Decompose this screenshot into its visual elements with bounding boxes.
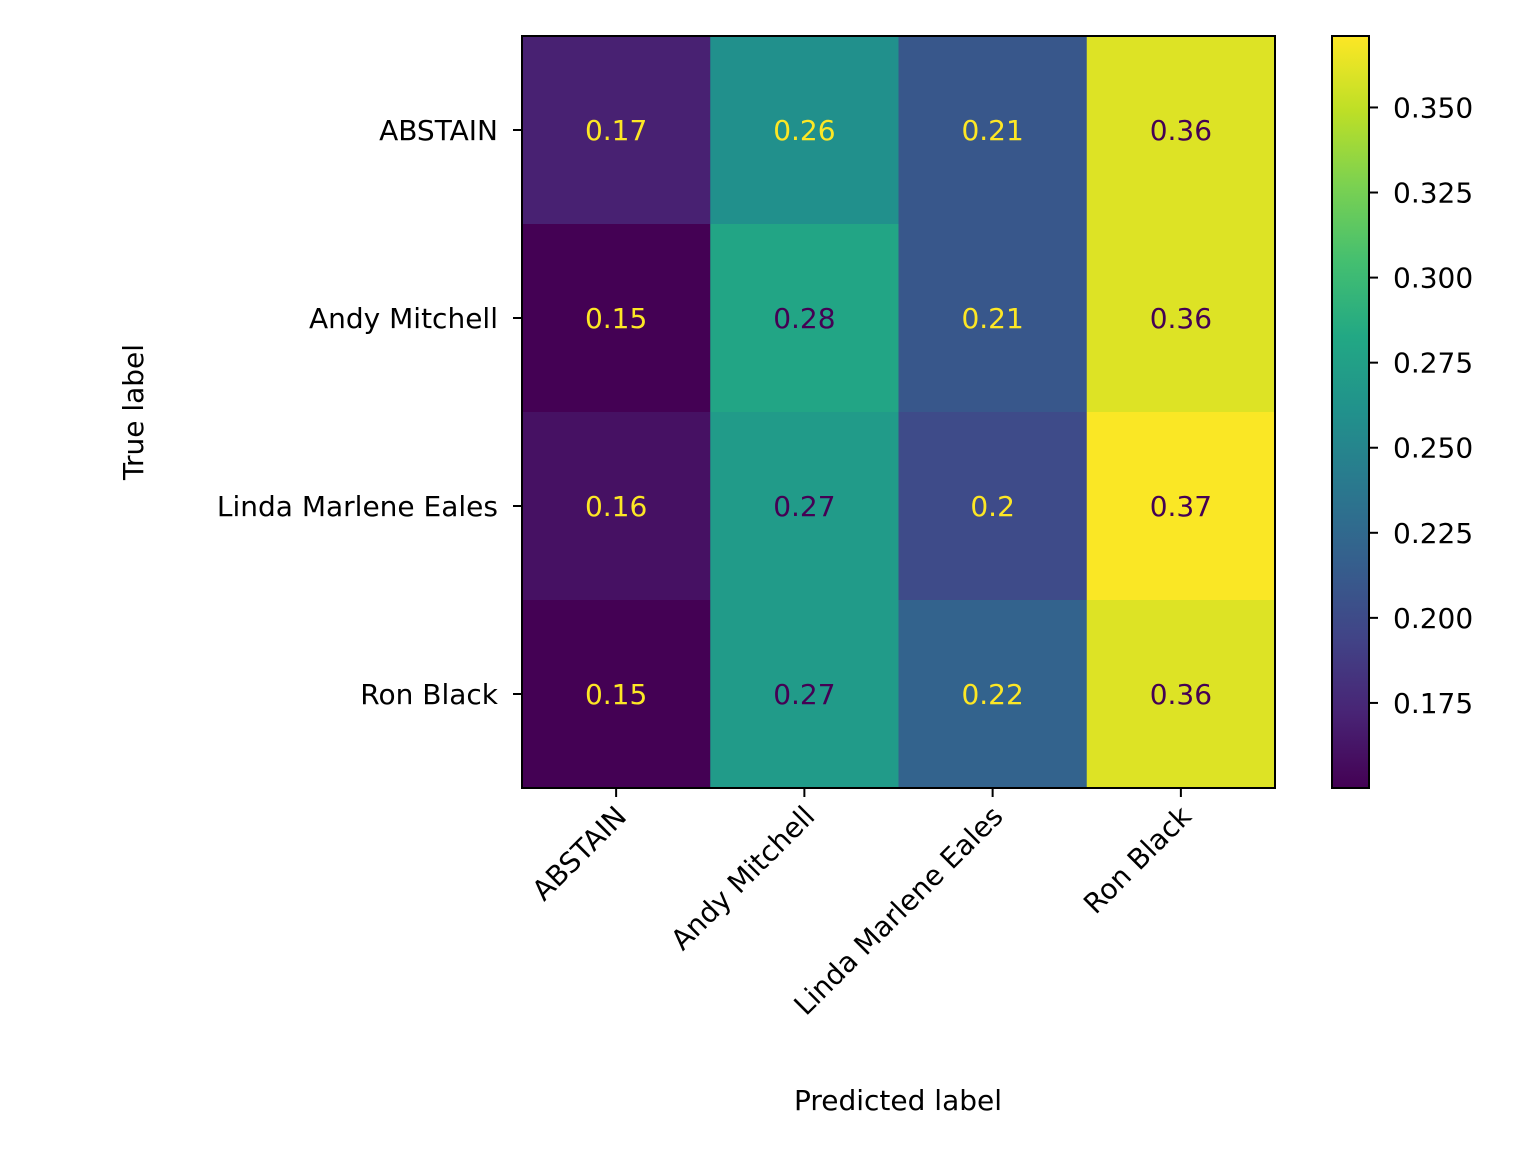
cell-value-label: 0.36 bbox=[1150, 678, 1212, 711]
cell-value-label: 0.15 bbox=[585, 678, 647, 711]
x-tick-label: Ron Black bbox=[1077, 799, 1198, 920]
cell-value-label: 0.21 bbox=[961, 114, 1023, 147]
heatmap-cell bbox=[522, 600, 711, 789]
heatmap-cell bbox=[710, 224, 899, 413]
heatmap-cell bbox=[898, 412, 1088, 601]
heatmap-cell bbox=[710, 36, 899, 225]
heatmap-cell bbox=[522, 412, 711, 601]
cell-value-label: 0.36 bbox=[1150, 114, 1212, 147]
heatmap-cell bbox=[898, 224, 1088, 413]
cell-value-label: 0.2 bbox=[970, 490, 1015, 523]
heatmap-cell bbox=[710, 600, 899, 789]
y-tick-label: Andy Mitchell bbox=[309, 302, 498, 335]
colorbar-tick-label: 0.275 bbox=[1393, 347, 1473, 380]
heatmap-frame bbox=[521, 35, 1276, 789]
colorbar-tick-label: 0.350 bbox=[1393, 91, 1473, 124]
cell-value-label: 0.26 bbox=[773, 114, 835, 147]
heatmap-cell bbox=[898, 36, 1088, 225]
cell-value-label: 0.36 bbox=[1150, 302, 1212, 335]
heatmap-cell bbox=[1086, 224, 1276, 413]
x-tick-label: Linda Marlene Eales bbox=[787, 800, 1009, 1022]
y-tick-label: ABSTAIN bbox=[379, 114, 498, 147]
y-axis-ticks: ABSTAIN Andy Mitchell Linda Marlene Eales R… bbox=[217, 114, 522, 711]
colorbar-tick-label: 0.200 bbox=[1393, 602, 1473, 635]
y-tick-label: Ron Black bbox=[360, 678, 499, 711]
heatmap-cell bbox=[522, 36, 711, 225]
heatmap-cell bbox=[1086, 36, 1276, 225]
colorbar-tick-label: 0.325 bbox=[1393, 177, 1473, 210]
colorbar-tick-label: 0.250 bbox=[1393, 432, 1473, 465]
cell-value-label: 0.16 bbox=[585, 490, 647, 523]
heatmap-cell bbox=[1086, 412, 1276, 601]
heatmap-cell bbox=[1086, 600, 1276, 789]
x-axis-title: Predicted label bbox=[794, 1084, 1002, 1117]
cell-value-label: 0.27 bbox=[773, 678, 835, 711]
heatmap-cell bbox=[522, 224, 711, 413]
cell-value-label: 0.37 bbox=[1150, 490, 1212, 523]
heatmap-cell bbox=[710, 412, 899, 601]
heatmap-cells: 0.17 0.26 0.21 0.36 0.15 0.28 0.21 0.36 0.16 0.27… bbox=[522, 36, 1276, 789]
cell-value-label: 0.22 bbox=[961, 678, 1023, 711]
cell-value-label: 0.27 bbox=[773, 490, 835, 523]
x-tick-label: ABSTAIN bbox=[526, 800, 633, 907]
colorbar-tick-label: 0.175 bbox=[1393, 687, 1473, 720]
y-tick-label: Linda Marlene Eales bbox=[217, 490, 498, 523]
x-tick-label: Andy Mitchell bbox=[664, 800, 821, 957]
cell-value-label: 0.15 bbox=[585, 302, 647, 335]
colorbar bbox=[1331, 35, 1370, 789]
colorbar-ticks: 0.175 0.200 0.225 0.250 0.275 0.300 0.325 0.350 bbox=[1369, 91, 1473, 720]
colorbar-tick-label: 0.225 bbox=[1393, 517, 1473, 550]
colorbar-tick-label: 0.300 bbox=[1393, 262, 1473, 295]
cell-value-label: 0.17 bbox=[585, 114, 647, 147]
cell-value-label: 0.28 bbox=[773, 302, 835, 335]
y-axis-title: True label bbox=[117, 344, 150, 481]
heatmap-cell bbox=[898, 600, 1088, 789]
cell-value-label: 0.21 bbox=[961, 302, 1023, 335]
